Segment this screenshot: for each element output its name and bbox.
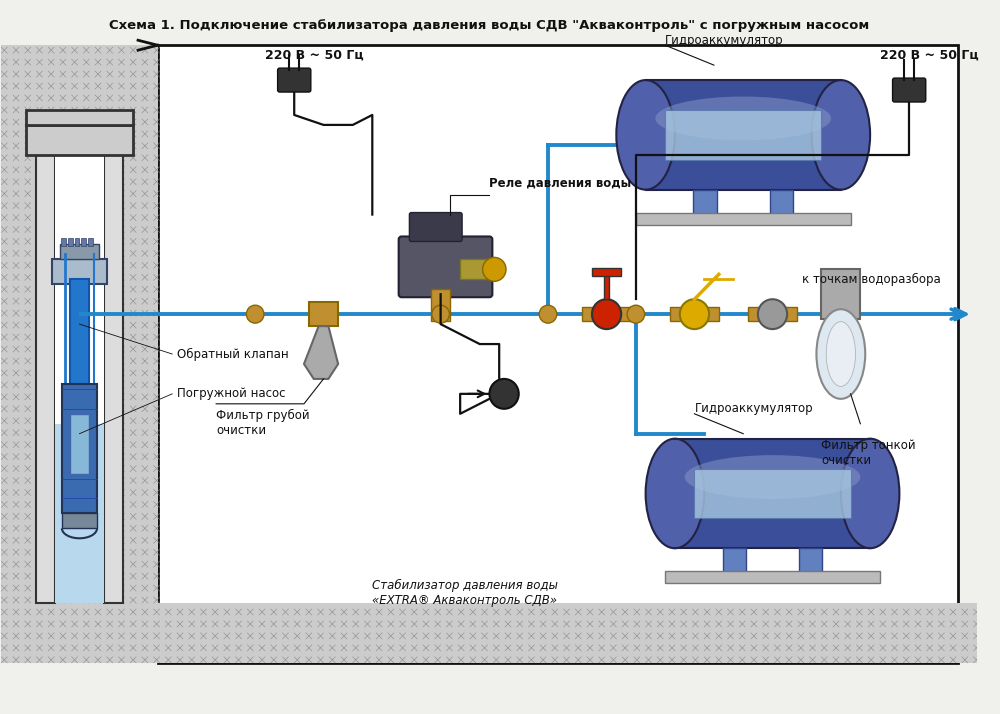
Bar: [26, 125, 133, 155]
Bar: [70, 279, 89, 384]
Bar: [604, 274, 609, 299]
FancyBboxPatch shape: [399, 236, 492, 297]
Text: к точкам водоразбора: к точкам водоразбора: [802, 273, 941, 286]
Bar: [75, 238, 79, 246]
Ellipse shape: [655, 96, 831, 141]
Ellipse shape: [685, 455, 860, 499]
FancyBboxPatch shape: [278, 68, 311, 92]
Circle shape: [680, 299, 709, 329]
Bar: [799, 548, 822, 573]
Bar: [431, 289, 450, 321]
Bar: [55, 135, 104, 603]
Bar: [1, 603, 977, 663]
Text: 220 В ~ 50 Гц: 220 В ~ 50 Гц: [265, 49, 364, 61]
Bar: [68, 238, 73, 246]
Bar: [460, 259, 489, 279]
Ellipse shape: [812, 80, 870, 190]
Bar: [309, 302, 338, 326]
Bar: [158, 45, 958, 663]
Circle shape: [592, 299, 621, 329]
Text: 220 В ~ 50 Гц: 220 В ~ 50 Гц: [880, 49, 979, 61]
Bar: [636, 213, 851, 224]
Bar: [821, 269, 860, 319]
Text: Гидроаккумулятор: Гидроаккумулятор: [694, 402, 813, 416]
Text: Стабилизатор давления воды
«EXTRA® Акваконтроль СДВ»: Стабилизатор давления воды «EXTRA® Аквак…: [372, 579, 558, 607]
Bar: [582, 307, 602, 321]
Bar: [723, 548, 746, 573]
Bar: [88, 238, 93, 246]
Circle shape: [483, 257, 506, 281]
Bar: [693, 190, 717, 214]
Ellipse shape: [826, 321, 855, 386]
Bar: [748, 307, 768, 321]
Bar: [52, 259, 107, 284]
Circle shape: [539, 305, 557, 323]
Bar: [675, 438, 870, 548]
Circle shape: [432, 305, 449, 323]
Bar: [81, 238, 86, 246]
Text: Фильтр тонкой
очистки: Фильтр тонкой очистки: [821, 438, 916, 467]
Bar: [36, 135, 55, 603]
Bar: [592, 268, 621, 276]
Bar: [55, 423, 104, 603]
Bar: [62, 384, 97, 513]
Text: Обратный клапан: Обратный клапан: [177, 348, 289, 361]
Bar: [670, 307, 690, 321]
Bar: [665, 571, 880, 583]
Ellipse shape: [616, 80, 675, 190]
Text: Фильтр грубой
очистки: Фильтр грубой очистки: [216, 409, 310, 437]
Bar: [699, 307, 719, 321]
Bar: [665, 110, 821, 159]
Circle shape: [758, 299, 787, 329]
Bar: [611, 307, 631, 321]
Bar: [770, 190, 793, 214]
Text: Гидроаккумулятор: Гидроаккумулятор: [665, 34, 784, 46]
Bar: [70, 414, 89, 473]
FancyBboxPatch shape: [409, 213, 462, 241]
Bar: [1, 45, 158, 603]
Ellipse shape: [841, 438, 899, 548]
Circle shape: [627, 305, 645, 323]
Bar: [26, 110, 133, 125]
Polygon shape: [304, 326, 338, 379]
Circle shape: [489, 379, 519, 409]
Circle shape: [246, 305, 264, 323]
Bar: [646, 80, 841, 190]
Text: Схема 1. Подключение стабилизатора давления воды СДВ "Акваконтроль" с погружным : Схема 1. Подключение стабилизатора давле…: [109, 19, 870, 32]
Ellipse shape: [646, 438, 704, 548]
Bar: [62, 513, 97, 528]
Bar: [694, 469, 851, 518]
FancyBboxPatch shape: [893, 78, 926, 102]
Bar: [104, 135, 123, 603]
Text: Погружной насос: Погружной насос: [177, 388, 286, 401]
Bar: [777, 307, 797, 321]
Text: Реле давления воды: Реле давления воды: [489, 176, 632, 190]
Bar: [61, 238, 66, 246]
Ellipse shape: [816, 309, 865, 399]
Bar: [60, 244, 99, 259]
